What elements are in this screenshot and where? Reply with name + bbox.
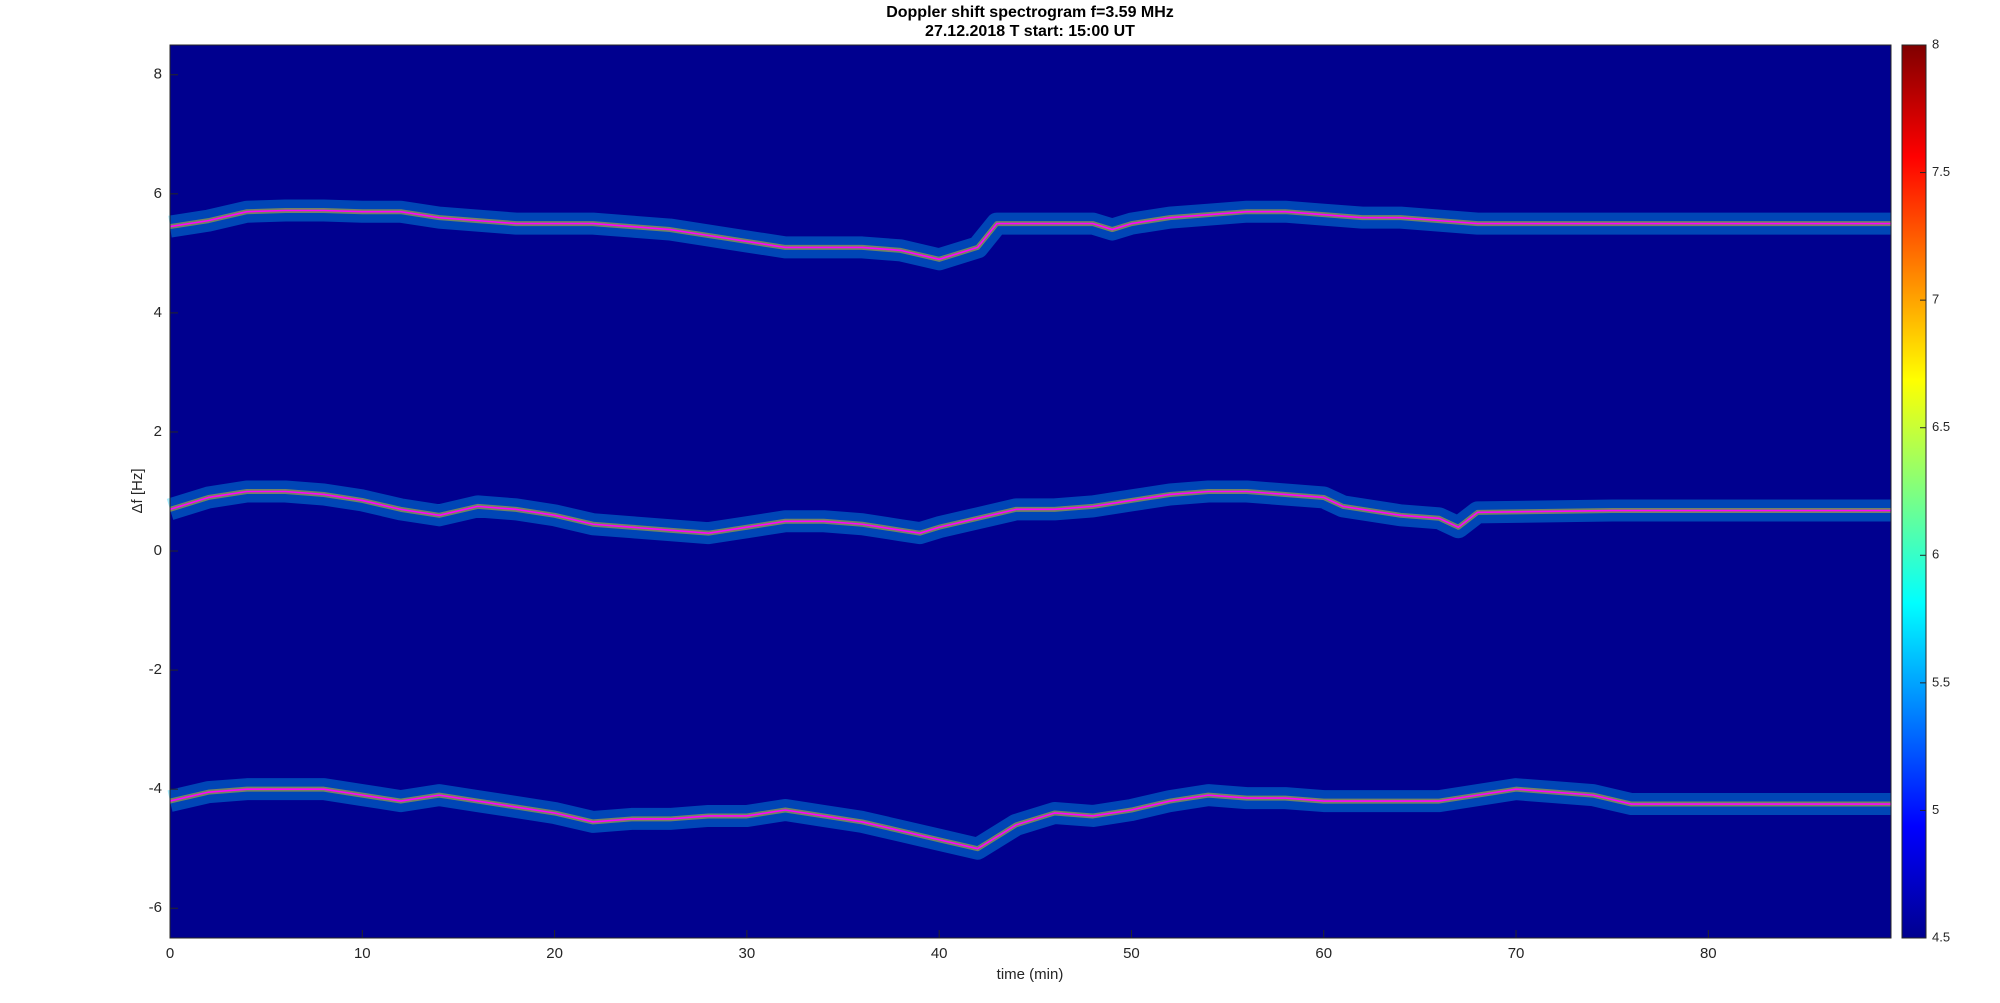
y-tick-label: -6 <box>149 899 162 916</box>
y-axis-label: Δf [Hz] <box>129 468 146 513</box>
trace-line <box>169 490 1891 534</box>
trace-line <box>169 209 1891 261</box>
y-tick-label: 0 <box>154 542 162 559</box>
plot-frame <box>169 44 1892 939</box>
colorbar-tick-label: 7.5 <box>1932 164 1950 179</box>
y-tick-label: 8 <box>154 66 162 83</box>
colorbar-tick-label: 6 <box>1932 547 1939 562</box>
x-tick-label: 50 <box>1123 945 1140 962</box>
x-tick-label: 70 <box>1508 945 1525 962</box>
colorbar-tick-label: 4.5 <box>1932 929 1950 944</box>
trace-line <box>169 788 1891 850</box>
chart-subtitle: 27.12.2018 T start: 15:00 UT <box>925 23 1135 40</box>
chart-title: Doppler shift spectrogram f=3.59 MHz <box>886 4 1174 21</box>
colorbar <box>1901 44 1927 939</box>
y-tick-label: 2 <box>154 423 162 440</box>
colorbar-tick-label: 7 <box>1932 292 1939 307</box>
plot-background <box>170 45 1891 938</box>
y-tick-label: -4 <box>149 780 162 797</box>
x-tick-label: 10 <box>354 945 371 962</box>
x-tick-label: 40 <box>931 945 948 962</box>
x-tick-label: 30 <box>739 945 756 962</box>
x-tick-label: 80 <box>1700 945 1717 962</box>
x-tick-label: 0 <box>166 945 174 962</box>
colorbar-tick-label: 8 <box>1932 36 1939 51</box>
y-tick-label: -2 <box>149 661 162 678</box>
x-tick-label: 60 <box>1315 945 1332 962</box>
colorbar-tick-label: 5.5 <box>1932 674 1950 689</box>
x-axis-label: time (min) <box>997 966 1064 983</box>
x-tick-label: 20 <box>546 945 563 962</box>
colorbar-tick-label: 5 <box>1932 802 1939 817</box>
y-tick-label: 4 <box>154 304 162 321</box>
y-tick-label: 6 <box>154 185 162 202</box>
colorbar-tick-label: 6.5 <box>1932 419 1950 434</box>
